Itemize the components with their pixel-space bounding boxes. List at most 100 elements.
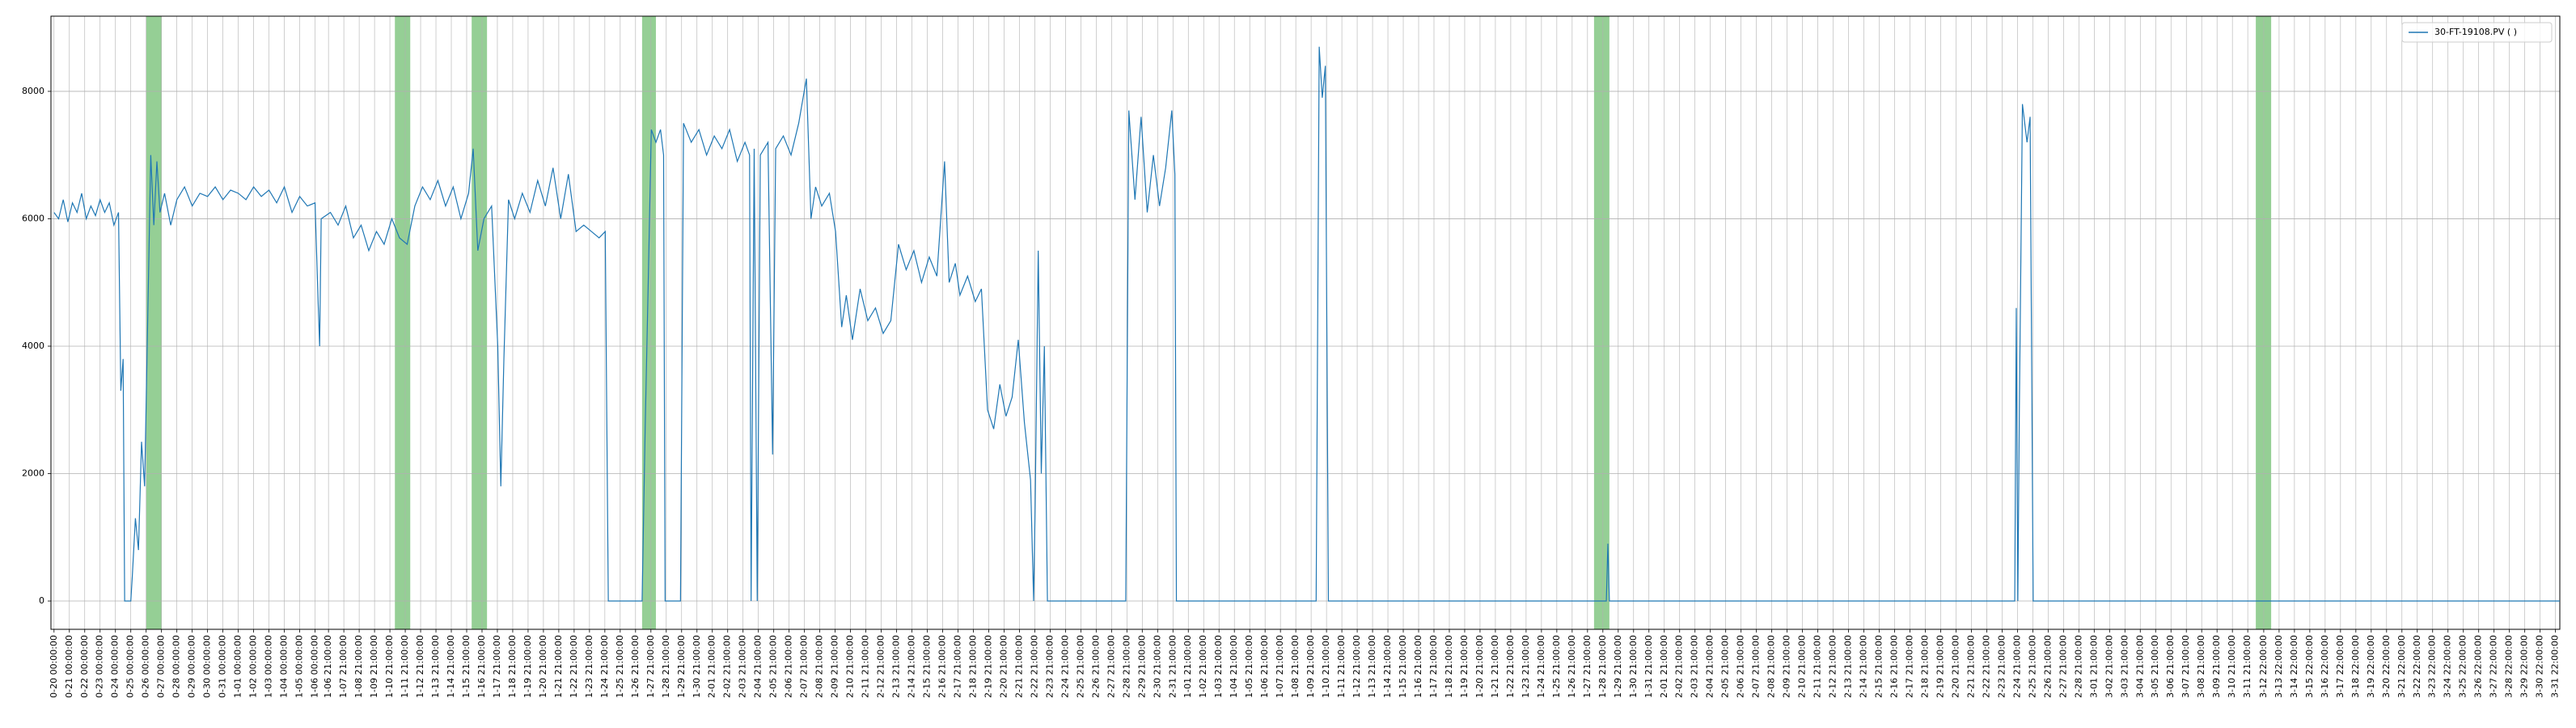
x-tick-label: 3-10 21:00:00 [2227, 635, 2237, 698]
x-tick-label: 1-02 21:00:00 [1198, 635, 1208, 698]
x-tick-label: 3-11 21:00:00 [2242, 635, 2252, 698]
x-tick-label: 0-27 00:00:00 [156, 635, 167, 698]
x-tick-label: 1-25 21:00:00 [615, 635, 625, 698]
x-tick-label: 2-25 21:00:00 [1075, 635, 1085, 698]
x-tick-label: 2-19 21:00:00 [983, 635, 993, 698]
x-tick-label: 1-29 21:00:00 [676, 635, 687, 698]
x-tick-label: 1-04 21:00:00 [1229, 635, 1239, 698]
highlight-span [472, 16, 488, 629]
x-tick-label: 2-10 21:00:00 [1797, 635, 1808, 698]
x-tick-label: 0-22 00:00:00 [79, 635, 90, 698]
x-tick-label: 3-01 21:00:00 [2088, 635, 2099, 698]
legend-box [2401, 22, 2553, 43]
x-tick-label: 1-03 21:00:00 [1213, 635, 1224, 698]
x-tick-label: 1-11 21:00:00 [400, 635, 410, 698]
x-tick-label: 1-22 21:00:00 [1505, 635, 1516, 698]
x-tick-label: 1-12 21:00:00 [415, 635, 425, 698]
x-tick-label: 3-25 22:00:00 [2458, 635, 2468, 698]
x-tick-label: 2-27 21:00:00 [1106, 635, 1116, 698]
x-tick-label: 0-20 00:00:00 [49, 635, 59, 698]
x-tick-label: 2-08 21:00:00 [1766, 635, 1777, 698]
x-tick-label: 1-15 21:00:00 [1398, 635, 1408, 698]
x-tick-label: 0-25 00:00:00 [125, 635, 136, 698]
x-tick-label: 3-17 22:00:00 [2335, 635, 2345, 698]
x-tick-label: 2-13 21:00:00 [891, 635, 902, 698]
x-tick-label: 1-23 21:00:00 [1521, 635, 1531, 698]
x-tick-label: 2-20 21:00:00 [998, 635, 1009, 698]
x-tick-label: 2-11 21:00:00 [1813, 635, 1823, 698]
x-tick-label: 3-06 21:00:00 [2165, 635, 2176, 698]
x-tick-label: 1-10 21:00:00 [1321, 635, 1331, 698]
x-tick-label: 1-12 21:00:00 [1351, 635, 1362, 698]
x-tick-label: 3-18 22:00:00 [2350, 635, 2361, 698]
x-tick-label: 1-20 21:00:00 [538, 635, 548, 698]
x-tick-label: 3-13 22:00:00 [2274, 635, 2284, 698]
x-tick-label: 2-28 21:00:00 [1121, 635, 1131, 698]
y-tick-label: 0 [39, 595, 44, 606]
x-tick-label: 1-19 21:00:00 [1459, 635, 1470, 698]
x-tick-label: 1-28 21:00:00 [1597, 635, 1608, 698]
x-tick-label: 3-24 22:00:00 [2443, 635, 2453, 698]
x-tick-label: 2-22 21:00:00 [1981, 635, 1991, 698]
x-tick-label: 2-01 21:00:00 [1659, 635, 1669, 698]
x-tick-label: 2-16 21:00:00 [937, 635, 948, 698]
x-tick-label: 2-26 21:00:00 [2042, 635, 2053, 698]
x-tick-label: 2-18 21:00:00 [967, 635, 978, 698]
x-tick-label: 2-05 21:00:00 [1720, 635, 1731, 698]
x-tick-label: 1-06 21:00:00 [323, 635, 333, 698]
x-tick-label: 2-14 21:00:00 [1859, 635, 1869, 698]
y-tick-label: 8000 [22, 86, 44, 96]
x-tick-label: 3-22 22:00:00 [2412, 635, 2422, 698]
x-tick-label: 2-16 21:00:00 [1889, 635, 1900, 698]
x-tick-label: 1-30 21:00:00 [1628, 635, 1639, 698]
x-tick-label: 2-30 21:00:00 [1152, 635, 1162, 698]
x-tick-label: 3-14 22:00:00 [2289, 635, 2299, 698]
y-tick-label: 4000 [22, 341, 44, 351]
x-tick-label: 1-09 21:00:00 [369, 635, 379, 698]
x-tick-label: 3-09 21:00:00 [2211, 635, 2222, 698]
x-tick-label: 1-21 21:00:00 [553, 635, 564, 698]
x-tick-label: 1-13 21:00:00 [430, 635, 441, 698]
x-tick-label: 2-23 21:00:00 [1044, 635, 1055, 698]
x-tick-label: 2-08 21:00:00 [814, 635, 825, 698]
x-tick-label: 0-31 00:00:00 [218, 635, 228, 698]
x-tick-label: 2-24 21:00:00 [1060, 635, 1070, 698]
x-tick-label: 1-14 21:00:00 [446, 635, 456, 698]
x-tick-label: 2-19 21:00:00 [1935, 635, 1945, 698]
x-tick-label: 2-05 21:00:00 [768, 635, 779, 698]
x-tick-label: 0-26 00:00:00 [141, 635, 151, 698]
x-tick-label: 2-28 21:00:00 [2073, 635, 2083, 698]
x-tick-label: 2-07 21:00:00 [799, 635, 810, 698]
x-tick-label: 2-17 21:00:00 [952, 635, 962, 698]
x-tick-label: 2-02 21:00:00 [722, 635, 733, 698]
x-tick-label: 2-06 21:00:00 [784, 635, 794, 698]
x-tick-label: 3-27 22:00:00 [2489, 635, 2499, 698]
x-tick-label: 0-21 00:00:00 [64, 635, 74, 698]
highlight-span [641, 16, 656, 629]
x-tick-label: 3-21 22:00:00 [2396, 635, 2407, 698]
x-tick-label: 2-09 21:00:00 [830, 635, 840, 698]
x-tick-label: 0-23 00:00:00 [95, 635, 105, 698]
x-tick-label: 3-03 21:00:00 [2119, 635, 2130, 698]
y-tick-label: 2000 [22, 468, 44, 479]
x-tick-label: 0-29 00:00:00 [187, 635, 197, 698]
x-tick-label: 3-07 21:00:00 [2181, 635, 2191, 698]
x-tick-label: 1-05 00:00:00 [294, 635, 305, 698]
x-tick-label: 1-25 21:00:00 [1551, 635, 1562, 698]
x-tick-label: 2-09 21:00:00 [1782, 635, 1792, 698]
x-tick-label: 1-07 21:00:00 [1275, 635, 1285, 698]
x-tick-label: 3-30 22:00:00 [2535, 635, 2545, 698]
x-tick-label: 1-06 21:00:00 [1259, 635, 1270, 698]
x-tick-label: 0-28 00:00:00 [171, 635, 182, 698]
x-tick-label: 2-04 21:00:00 [1705, 635, 1715, 698]
x-tick-label: 3-15 22:00:00 [2304, 635, 2315, 698]
x-tick-label: 2-02 21:00:00 [1674, 635, 1685, 698]
x-tick-label: 1-31 21:00:00 [1643, 635, 1654, 698]
x-tick-label: 2-04 21:00:00 [753, 635, 763, 698]
x-tick-label: 1-24 21:00:00 [599, 635, 610, 698]
x-tick-label: 2-15 21:00:00 [1874, 635, 1884, 698]
x-tick-label: 2-12 21:00:00 [876, 635, 886, 698]
x-tick-label: 3-12 22:00:00 [2258, 635, 2269, 698]
x-tick-label: 1-19 21:00:00 [522, 635, 533, 698]
